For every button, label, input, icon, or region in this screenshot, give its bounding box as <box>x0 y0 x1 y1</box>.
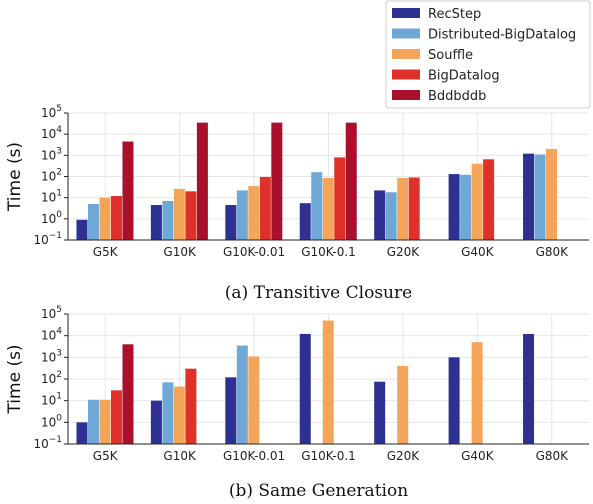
bar <box>374 190 386 240</box>
bar <box>99 399 111 444</box>
bar <box>150 205 162 240</box>
x-tick-label: G10K-0.01 <box>223 245 285 259</box>
bar <box>248 356 260 444</box>
bar <box>299 333 311 444</box>
y-tick-label: 102 <box>41 370 62 386</box>
bar <box>534 154 546 240</box>
legend-swatch <box>392 69 420 80</box>
bar <box>99 197 111 240</box>
x-tick-label: G10K <box>163 449 197 463</box>
legend-label: Souffle <box>428 48 473 63</box>
y-tick-label: 10−1 <box>33 231 62 247</box>
bar <box>483 159 495 240</box>
bar <box>76 219 88 240</box>
bar <box>236 190 248 240</box>
y-tick-label: 101 <box>41 189 62 205</box>
y-tick-label: 103 <box>41 348 62 364</box>
bar <box>236 345 248 444</box>
x-tick-label: G20K <box>387 245 421 259</box>
y-axis-label: Time (s) <box>5 142 25 212</box>
legend-label: Distributed-BigDatalog <box>428 28 576 43</box>
bar <box>299 203 311 240</box>
x-tick-label: G10K <box>163 245 197 259</box>
x-tick-label: G10K-0.01 <box>223 449 285 463</box>
bar <box>471 163 483 240</box>
bar <box>374 381 386 444</box>
x-tick-label: G5K <box>93 245 119 259</box>
bar <box>397 365 409 444</box>
y-tick-label: 102 <box>41 168 62 184</box>
legend-swatch <box>392 8 420 18</box>
bar <box>385 192 397 240</box>
y-tick-label: 105 <box>41 305 62 321</box>
bar <box>225 377 237 444</box>
bar <box>259 176 271 240</box>
bar <box>271 122 283 240</box>
bar <box>110 195 122 240</box>
y-tick-label: 103 <box>41 146 62 162</box>
y-tick-label: 105 <box>41 104 62 120</box>
bar <box>448 357 460 444</box>
y-tick-label: 10−1 <box>33 435 62 451</box>
bar <box>196 122 208 240</box>
bar <box>173 188 185 240</box>
bar <box>311 172 323 240</box>
legend-swatch <box>392 90 420 100</box>
bar <box>87 204 99 240</box>
bar <box>185 191 197 240</box>
x-tick-label: G20K <box>387 449 421 463</box>
y-tick-label: 101 <box>41 392 62 408</box>
bar <box>225 205 237 240</box>
x-tick-label: G40K <box>461 449 495 463</box>
x-tick-label: G10K-0.1 <box>301 449 356 463</box>
legend-label: Bddbddb <box>428 89 486 104</box>
x-tick-label: G5K <box>93 449 119 463</box>
chart-panel: G5K G10K G10K-0.01 G10K-0.1 G20K G40K G80K 10−1… <box>5 104 589 303</box>
bar <box>523 153 535 240</box>
bar <box>334 157 346 240</box>
x-tick-label: G80K <box>536 449 570 463</box>
bar <box>523 333 535 444</box>
figure-caption: (b) Same Generation <box>229 481 408 501</box>
y-tick-label: 104 <box>41 125 62 141</box>
bar <box>397 177 409 240</box>
bar <box>460 174 472 240</box>
bar <box>122 141 134 240</box>
bar <box>76 422 88 444</box>
bar <box>248 186 260 240</box>
x-tick-label: G10K-0.1 <box>301 245 356 259</box>
bar <box>173 386 185 444</box>
bar <box>322 177 334 240</box>
bar <box>322 320 334 444</box>
chart-panel: G5K G10K G10K-0.01 G10K-0.1 G20K G40K G80K 10−1… <box>5 305 589 501</box>
bar <box>345 122 357 240</box>
y-axis-label: Time (s) <box>5 344 25 414</box>
bar <box>162 200 174 240</box>
legend-swatch <box>392 28 420 39</box>
x-tick-label: G40K <box>461 245 495 259</box>
figure-caption: (a) Transitive Closure <box>225 283 412 303</box>
bar <box>185 368 197 444</box>
legend-label: BigDatalog <box>428 69 500 84</box>
x-tick-label: G80K <box>536 245 570 259</box>
bar <box>110 390 122 444</box>
legend: RecStep Distributed-BigDatalog Souffle BigD… <box>385 0 591 109</box>
legend-label: RecStep <box>428 7 481 22</box>
bar <box>546 148 558 240</box>
y-tick-label: 104 <box>41 327 62 343</box>
bar <box>87 399 99 444</box>
bar <box>162 382 174 444</box>
bar <box>122 344 134 444</box>
legend-swatch <box>392 49 420 59</box>
y-tick-label: 100 <box>41 210 62 226</box>
bar <box>448 174 460 240</box>
bar <box>408 177 420 240</box>
bar <box>150 400 162 444</box>
legend-box <box>385 0 591 109</box>
y-tick-label: 100 <box>41 413 62 429</box>
bar <box>471 342 483 444</box>
